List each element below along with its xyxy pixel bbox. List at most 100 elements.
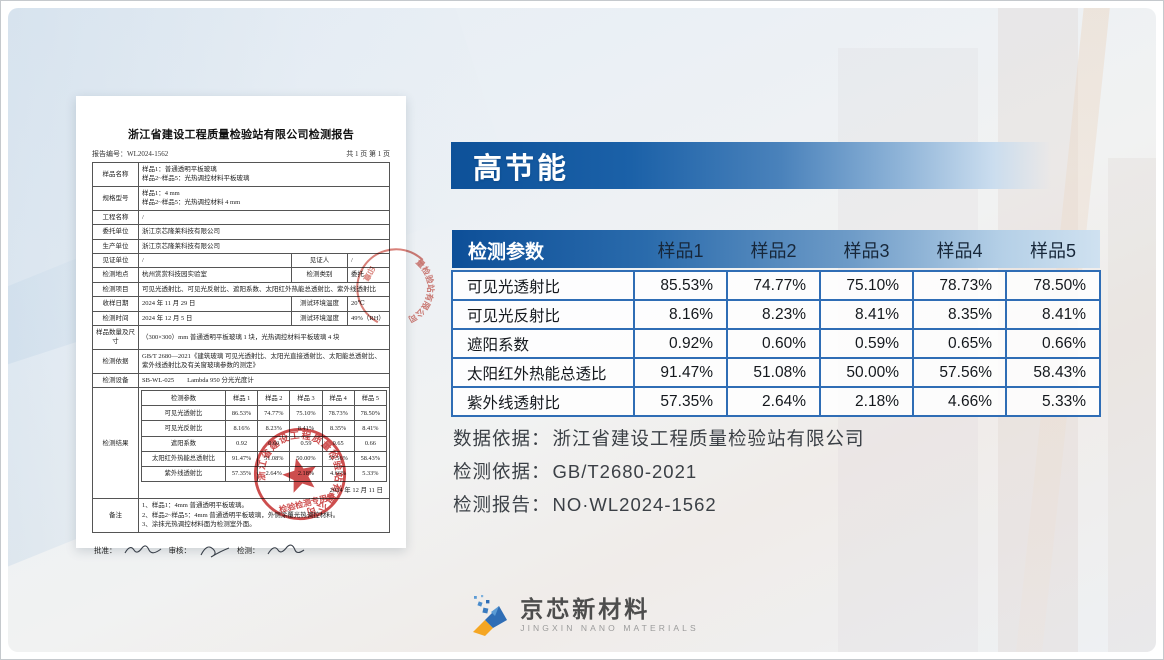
doc-row: 生产单位 浙江京芯隆莱科技有限公司 [92,238,390,254]
doc-result-cell: 0.60 [257,435,291,452]
doc-row-label: 检测地点 [92,267,139,283]
results-table: 检测参数 样品1 样品2 样品3 样品4 样品5 可见光透射比 85.53% 74.77% 75… [451,230,1101,417]
doc-result-cell: 5.33% [353,465,388,482]
doc-table: 样品名称 样品1：普通透明平板玻璃 样品2~样品5：光热调控材料平板玻璃 规格型号样… [92,162,391,533]
doc-row-label: 收样日期 [92,296,139,312]
param-cell: 可见光反射比 [451,299,635,330]
sample-column-header: 样品2 [750,241,797,261]
value-cell: 8.41% [819,299,914,330]
doc-row-label: 检测设备 [92,372,139,389]
building-silhouette [1108,158,1156,652]
result-inner: 检测参数 样品 1 样品 2 样品 3 样品 4 样品 5 可见光透射比 86.53% 74.7… [139,388,389,482]
value-cell: 8.35% [912,299,1007,330]
test-signature [267,544,304,554]
document-title: 浙江省建设工程质量检验站有限公司检测报告 [128,129,354,141]
doc-row-label2: 见证人 [290,252,348,269]
doc-row-content: 2024 年 11 月 29 日 [138,296,292,312]
value-cell: 50.00% [819,357,914,388]
doc-result-cell: 78.50% [353,405,388,422]
doc-result-header-cell: 样品 4 [321,390,355,407]
info-line: 检测依据： GB/T2680-2021 [453,455,865,488]
value-cell: 57.35% [633,386,728,417]
doc-row: 见证单位 / 见证人 / [92,252,391,269]
info-label: 检测依据： [453,461,551,482]
doc-result-cell: 50.00% [289,450,323,467]
doc-row-label: 见证单位 [92,252,139,269]
doc-result-cell: 58.43% [353,450,388,467]
doc-result-row: 检测结果 检测参数 样品 1 样品 2 样品 3 样品 4 样品 5 可见光透射比 86.53%… [92,387,390,500]
section-title: 高节能 [473,152,570,185]
doc-row-label: 备注 [92,498,139,533]
sample-column-header: 样品4 [936,241,983,261]
value-cell: 91.47% [633,357,728,388]
doc-remark-line: 1、样品1：4mm 普通透明平板玻璃。 [142,502,248,510]
info-label: 数据依据： [453,428,551,449]
reference-info: 数据依据： 浙江省建设工程质量检验站有限公司 检测依据： GB/T2680-2021 检… [453,422,865,521]
info-line: 数据依据： 浙江省建设工程质量检验站有限公司 [453,422,865,455]
document-meta: 报告编号：WL2024-1562 共 1 页 第 1 页 [92,149,390,159]
table-row: 紫外线透射比 57.35% 2.64% 2.18% 4.66% 5.33% [451,386,1101,417]
doc-result-cell: 0.66 [353,435,388,452]
value-cell: 51.08% [726,357,821,388]
logo-subtitle: JINGXIN NANO MATERIALS [520,623,699,634]
svg-text:量检验站有限公司: 量检验站有限公司 [389,256,450,329]
doc-row: 规格型号 样品1：4 mm 样品2~样品5：光热调控材料 4 mm [92,185,390,211]
doc-row-content: 2024 年 12 月 5 日 [138,310,292,327]
doc-row-label: 委托单位 [92,224,139,240]
doc-row-label: 检测项目 [92,281,139,298]
doc-row-label: 检测依据 [92,348,139,374]
doc-result-header-cell: 样品 3 [289,390,323,407]
value-cell: 2.18% [819,386,914,417]
doc-result-cell: 8.35% [321,420,355,437]
doc-result-header-row: 检测参数 样品 1 样品 2 样品 3 样品 4 样品 5 [141,390,388,407]
doc-result-cell: 74.77% [257,405,291,422]
doc-result-tbody: 检测参数 样品 1 样品 2 样品 3 样品 4 样品 5 可见光透射比 86.53% 74.7… [141,390,388,482]
doc-result-row: 太阳红外热能总透射比 91.47% 51.08% 50.00% 57.56% 58.43% [141,450,388,467]
doc-row-label: 样品数量及尺寸 [92,325,139,350]
doc-row-content: GB/T 2680—2021《建筑玻璃 可见光透射比、太阳光直接透射比、太阳能总… [138,348,390,374]
table-row: 遮阳系数 0.92% 0.60% 0.59% 0.65% 0.66% [451,328,1101,359]
doc-row-content2: 20℃ [346,296,391,312]
doc-row-label: 检测结果 [92,387,139,500]
doc-row: 检测项目 可见光透射比、可见光反射比、遮阳系数、太阳红外热能总透射比、紫外线透射比 [92,281,390,298]
doc-row-content: / [138,252,292,269]
param-column-header: 检测参数 [468,241,545,263]
doc-row: 收样日期 2024 年 11 月 29 日测试环境温度 20℃ [92,296,391,312]
doc-remark-content: 1、样品1：4mm 普通透明平板玻璃。 2、样品2~样品5：4mm 普通透明平板玻… [138,498,390,533]
table-row: 可见光透射比 85.53% 74.77% 75.10% 78.73% 78.50% [451,270,1101,301]
doc-result-header-cell: 样品 5 [353,390,388,407]
param-cell: 遮阳系数 [451,328,635,359]
approve-label: 批准： [94,546,117,556]
doc-result-header-cell: 样品 1 [224,390,259,407]
doc-row-label: 生产单位 [92,238,139,254]
value-cell: 0.65% [912,328,1007,359]
value-cell: 5.33% [1005,386,1101,417]
doc-result-cell: 57.35% [224,465,259,482]
doc-row: 委托单位 浙江京芯隆莱科技有限公司 [92,224,390,240]
doc-result-cell: 8.16% [224,420,259,437]
review-label: 审核： [168,546,192,556]
doc-result-date: 2024 年 12 月 11 日 [329,486,383,494]
doc-row-label2: 检测类别 [290,267,348,283]
doc-row-content2: / [346,252,391,269]
doc-result-cell: 57.56% [321,450,355,467]
doc-result-cell: 2.64% [257,465,291,482]
doc-row: 检测时间 2024 年 12 月 5 日测试环境湿度 49%（RH） [92,310,391,327]
doc-row-content2: 49%（RH） [346,310,391,327]
doc-remark-row: 备注 1、样品1：4mm 普通透明平板玻璃。 2、样品2~样品5：4mm 普通透明平… [92,498,390,533]
param-cell: 太阳红外热能总透比 [451,357,635,388]
param-cell: 可见光透射比 [451,270,635,301]
doc-result-cell: 检测参数 样品 1 样品 2 样品 3 样品 4 样品 5 可见光透射比 86.53% 74.7… [138,387,390,500]
doc-result-cell: 75.10% [289,405,323,422]
table-row: 太阳红外热能总透比 91.47% 51.08% 50.00% 57.56% 58.43% [451,357,1101,388]
doc-remark-line: 2、样品2~样品5：4mm 普通透明平板玻璃，外侧涂覆光热调控材料。 [142,511,340,519]
value-cell: 0.92% [633,328,728,359]
doc-row-label2: 测试环境温度 [290,296,348,312]
info-value: GB/T2680-2021 [552,461,698,482]
sample-column-header: 样品3 [843,241,890,261]
doc-row: 检测地点 杭州赏赏科技园实验室 检测类别 委托 [92,267,391,283]
doc-row: 样品数量及尺寸 （300×300）mm 普通透明平板玻璃 1 块，光热调控材料平板… [92,325,390,350]
value-cell: 8.23% [726,299,821,330]
doc-result-cell: 8.41% [353,420,388,437]
signature-row: 批准： 审核： 检测： [94,543,396,559]
